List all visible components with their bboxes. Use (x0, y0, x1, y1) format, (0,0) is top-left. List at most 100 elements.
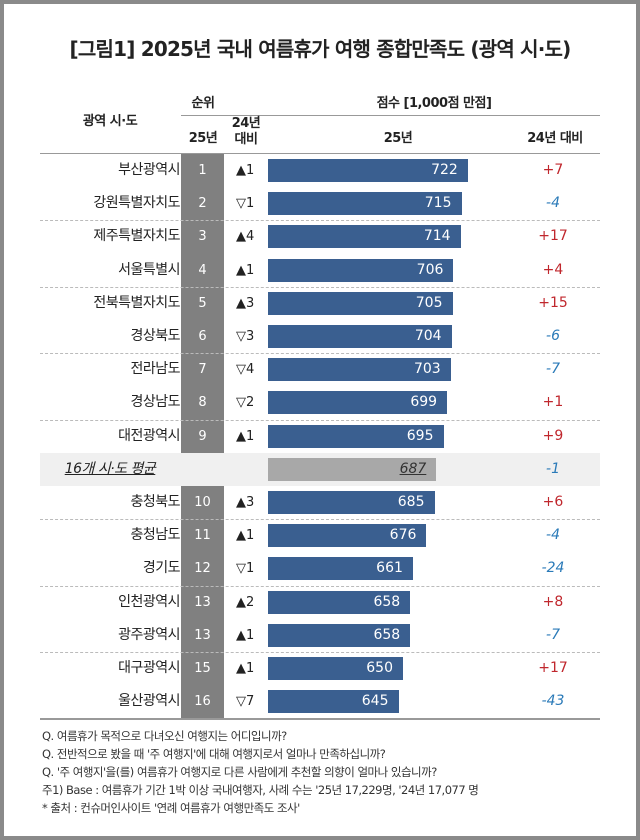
table-row: 충청북도 10 ▲3 685 +6 (40, 486, 600, 519)
rank-change: ▽3 (236, 329, 255, 344)
table-row: 강원특별자치도 2 ▽1 715 -4 (40, 187, 600, 220)
rank-25: 6 (198, 329, 207, 344)
score-delta: +7 (542, 162, 564, 178)
region-label: 대전광역시 (118, 427, 180, 444)
rank-change: ▽1 (236, 196, 255, 212)
score-value: 661 (376, 560, 403, 577)
score-delta: +17 (538, 660, 568, 676)
header-score: 점수 [1,000점 만점] (376, 96, 492, 111)
table-row: 부산광역시 1 ▲1 722 +7 (40, 154, 600, 187)
score-delta: +9 (542, 427, 564, 444)
region-label: 서울특별시 (118, 261, 180, 278)
region-label: 대구광역시 (118, 660, 180, 676)
score-bar: 706 (268, 258, 454, 282)
score-value: 706 (416, 261, 444, 278)
rank-25: 7 (198, 362, 207, 378)
rank-25: 13 (194, 627, 211, 643)
score-bar: 650 (268, 657, 403, 680)
rank-25: 5 (198, 295, 207, 311)
rank-change: ▲2 (236, 594, 255, 610)
score-bar: 715 (268, 192, 462, 216)
table-bottom-line (40, 718, 600, 721)
score-value: 715 (424, 195, 452, 212)
score-delta: -24 (541, 560, 565, 577)
row-divider (40, 652, 600, 653)
rank-change: ▲1 (236, 661, 255, 676)
region-label: 16개 시·도 평균 (64, 460, 156, 477)
rank-25: 11 (194, 528, 211, 544)
score-bar: 687 (268, 457, 437, 481)
row-divider (40, 585, 600, 587)
score-bar: 703 (268, 358, 451, 382)
header-rank-24: 24년 대비 (226, 116, 266, 148)
score-value: 650 (366, 660, 393, 676)
rank-change: ▲1 (236, 627, 255, 643)
score-value: 704 (414, 328, 442, 344)
rank-change: ▲1 (236, 163, 255, 178)
region-label: 경기도 (142, 560, 181, 577)
rank-25: 2 (198, 196, 207, 212)
score-value: 687 (399, 460, 427, 477)
table-row: 대구광역시 15 ▲1 650 +17 (40, 652, 600, 685)
region-label: 경상북도 (130, 328, 180, 344)
rank-change: ▲3 (236, 295, 255, 311)
header-rank-24-line2: 대비 (234, 132, 258, 147)
score-bar: 722 (268, 159, 468, 182)
table-row: 경기도 12 ▽1 661 -24 (40, 552, 600, 585)
table-row: 전북특별자치도 5 ▲3 705 +15 (40, 287, 600, 320)
rank-column (181, 486, 224, 719)
region-label: 전라남도 (130, 361, 180, 378)
score-bar: 658 (268, 590, 411, 614)
score-delta: +17 (538, 228, 568, 245)
score-value: 703 (413, 361, 441, 378)
score-bar: 661 (268, 557, 413, 581)
table-row: 충청남도 11 ▲1 676 -4 (40, 519, 600, 552)
region-label: 인천광역시 (118, 593, 180, 610)
rank-change: ▽1 (236, 561, 255, 577)
score-bar: 705 (268, 291, 453, 315)
region-label: 경상남도 (130, 394, 180, 411)
rank-25: 10 (194, 495, 211, 510)
rank-25: 4 (198, 262, 207, 278)
note: 주1) Base : 여름휴가 기간 1박 이상 국내여행자, 사례 수는 '2… (42, 783, 479, 797)
header-score-24: 24년 대비 (527, 131, 583, 146)
note: Q. '주 여행지'을(를) 여름휴가 여행지로 다른 사람에게 추천할 의향이… (42, 765, 437, 779)
rank-25: 15 (194, 661, 211, 676)
score-value: 722 (431, 162, 458, 178)
score-delta: +1 (542, 394, 564, 411)
score-delta: -43 (541, 693, 565, 710)
region-label: 충청남도 (130, 527, 180, 544)
score-delta: -1 (546, 460, 560, 477)
table-row: 전라남도 7 ▽4 703 -7 (40, 353, 600, 386)
note: Q. 전반적으로 봤을 때 '주 여행지'에 대해 여행지로서 얼마나 만족하십… (42, 747, 386, 761)
chart-title: [그림1] 2025년 국내 여름휴가 여행 종합만족도 (광역 시·도) (69, 37, 572, 61)
region-label: 전북특별자치도 (93, 294, 180, 311)
score-value: 705 (415, 294, 443, 311)
rank-25: 16 (194, 694, 211, 710)
score-bar: 699 (268, 391, 448, 415)
score-value: 676 (389, 527, 417, 544)
note: * 출처 : 컨슈머인사이트 '연례 여름휴가 여행만족도 조사' (42, 801, 300, 815)
score-value: 645 (361, 693, 389, 710)
score-delta: -4 (546, 527, 560, 544)
header-rank: 순위 (191, 96, 215, 111)
score-delta: -4 (546, 195, 560, 212)
score-delta: +8 (542, 593, 564, 610)
table-row: 경상남도 8 ▽2 699 +1 (40, 386, 600, 419)
rank-change: ▲1 (236, 528, 255, 544)
score-value: 699 (410, 394, 438, 411)
header-rank-25: 25년 (188, 131, 218, 146)
region-label: 강원특별자치도 (93, 195, 180, 212)
rank-change: ▲1 (236, 428, 255, 444)
score-delta: +4 (542, 261, 564, 278)
region-label: 부산광역시 (118, 162, 180, 178)
score-bar: 676 (268, 524, 427, 548)
score-delta: -7 (546, 626, 560, 643)
row-divider (40, 419, 600, 421)
rank-25: 1 (198, 163, 207, 178)
score-bar: 714 (268, 225, 461, 249)
header-bottom-line (40, 153, 600, 154)
score-bar: 685 (268, 491, 435, 514)
rank-column (181, 154, 224, 453)
